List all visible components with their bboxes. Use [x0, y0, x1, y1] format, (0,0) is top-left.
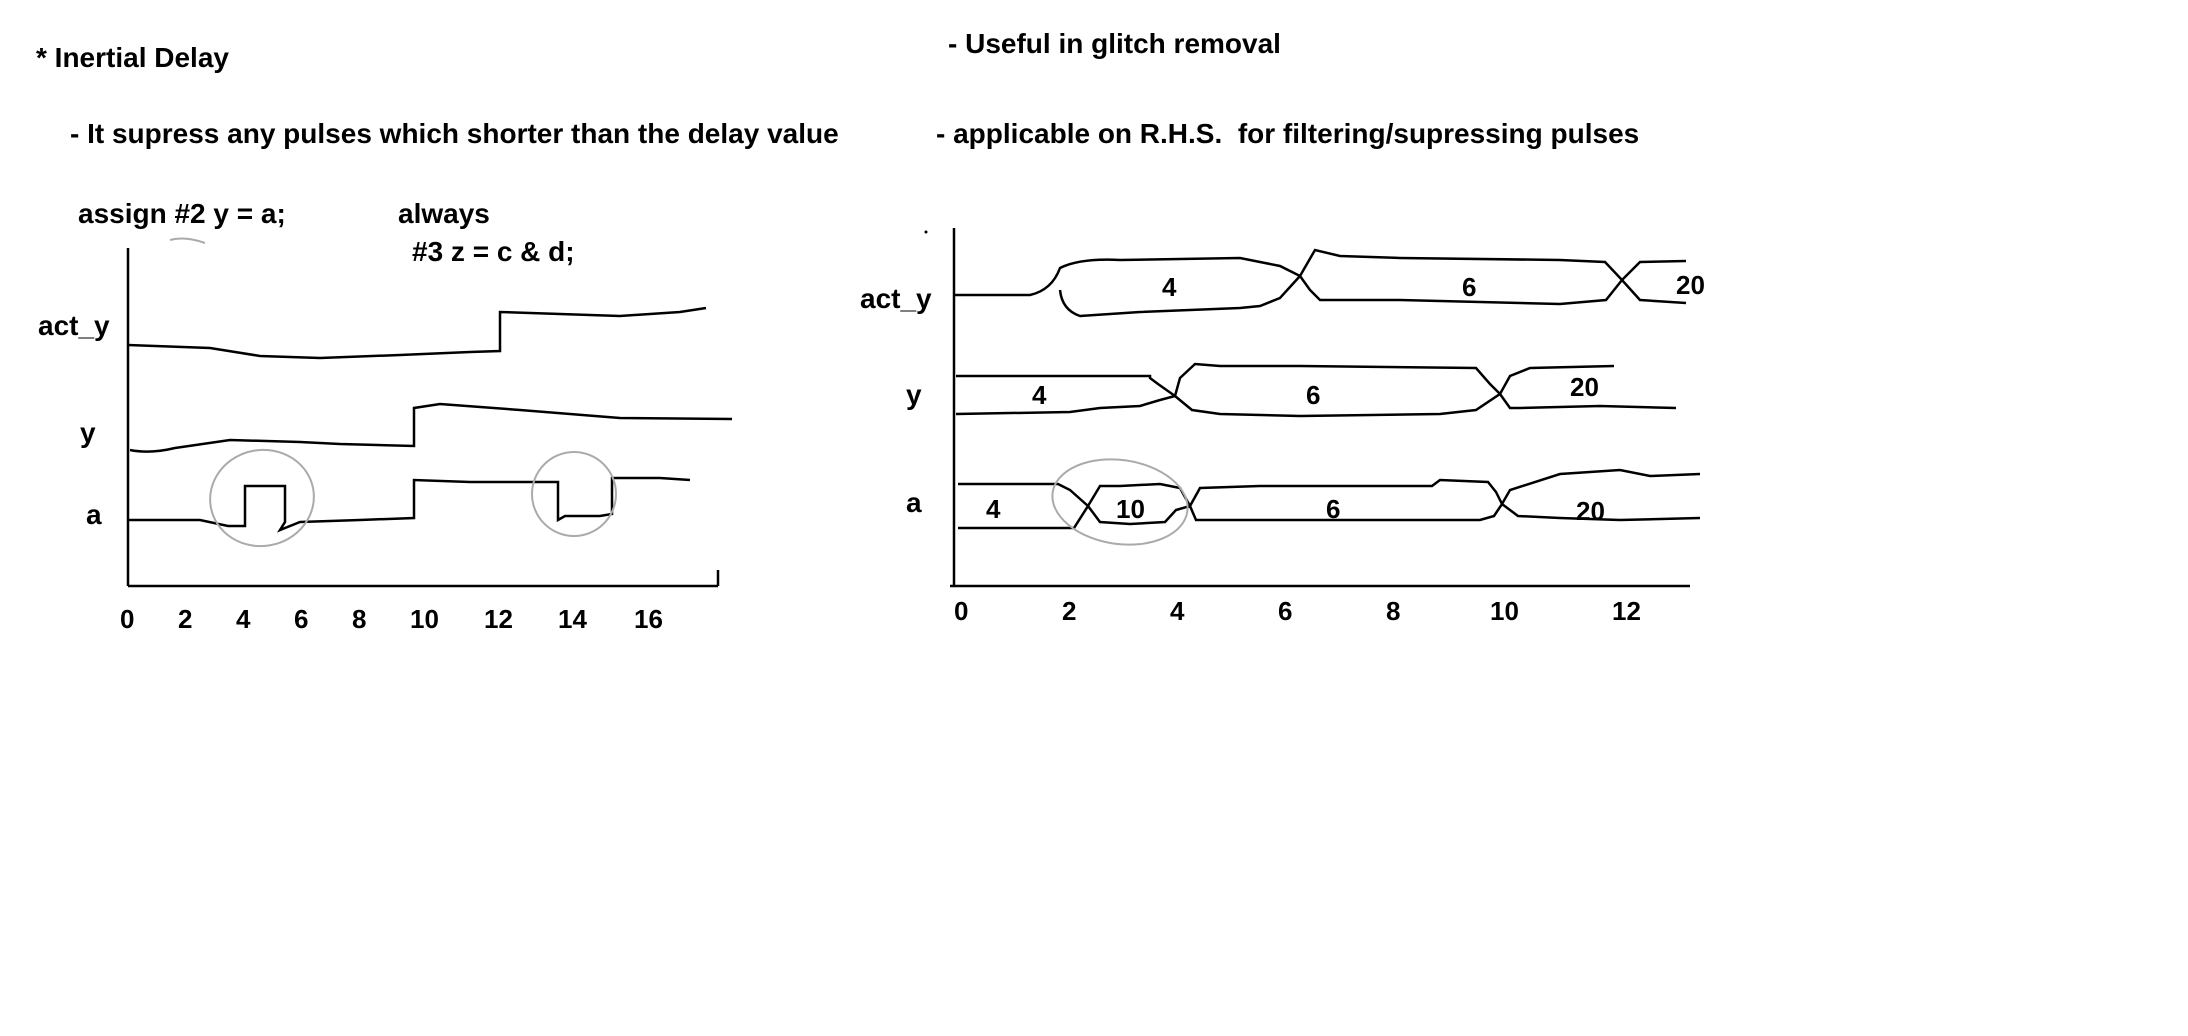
- right-a-bus-upper: [958, 468, 1701, 509]
- glitch-circle-3: [1051, 458, 1189, 546]
- left-tick-label: 8: [352, 604, 366, 634]
- left-tick-label: 2: [178, 604, 192, 634]
- code-always: always: [398, 198, 490, 229]
- right-y-value: 20: [1570, 372, 1599, 402]
- left-a-waveform: [128, 476, 691, 533]
- left-label-act_y: act_y: [38, 310, 110, 341]
- right-tick-label: 4: [1170, 596, 1185, 626]
- underline-mark: [169, 237, 206, 244]
- right-tick-label: 10: [1490, 596, 1519, 626]
- left-tick-label: 0: [120, 604, 134, 634]
- right-y-value: 4: [1032, 380, 1047, 410]
- right-tick-label: 8: [1386, 596, 1400, 626]
- right-a-value: 6: [1326, 494, 1340, 524]
- code-assign: assign #2 y = a;: [78, 198, 286, 229]
- left-timing-diagram: [126, 248, 733, 588]
- axis-dot: [924, 230, 928, 234]
- right-tick-label: 2: [1062, 596, 1076, 626]
- code-always-body: #3 z = c & d;: [412, 236, 575, 267]
- left-tick-label: 6: [294, 604, 308, 634]
- right-a-bus-lower: [958, 502, 1701, 530]
- right-act_y-bus-lower: [1058, 274, 1687, 318]
- right-y-bus-upper: [956, 362, 1615, 399]
- left-label-y: y: [80, 417, 96, 448]
- left-tick-label: 10: [410, 604, 439, 634]
- right-tick-label: 6: [1278, 596, 1292, 626]
- note-applicable-rhs: - applicable on R.H.S. for filtering/sup…: [936, 118, 1640, 149]
- left-tick-label: 14: [558, 604, 587, 634]
- right-act_y-bus-upper: [954, 248, 1687, 297]
- glitch-circle-2: [531, 451, 617, 537]
- right-label-act_y: act_y: [860, 283, 932, 314]
- right-y-value: 6: [1306, 380, 1320, 410]
- right-a-value: 20: [1576, 496, 1605, 526]
- right-label-y: y: [906, 379, 922, 410]
- left-tick-label: 16: [634, 604, 663, 634]
- glitch-circle-1: [209, 448, 315, 548]
- right-tick-label: 12: [1612, 596, 1641, 626]
- right-a-value: 4: [986, 494, 1001, 524]
- right-act_y-value: 20: [1676, 270, 1705, 300]
- right-timing-diagram: [950, 228, 1701, 588]
- right-y-bus-lower: [955, 392, 1677, 418]
- left-tick-label: 12: [484, 604, 513, 634]
- right-label-a: a: [906, 487, 922, 518]
- note-suppress-pulses: - It supress any pulses which shorter th…: [70, 118, 839, 149]
- left-act_y-waveform: [127, 306, 707, 360]
- right-act_y-value: 6: [1462, 272, 1476, 302]
- left-label-a: a: [86, 499, 102, 530]
- left-tick-label: 4: [236, 604, 251, 634]
- right-a-value: 10: [1116, 494, 1145, 524]
- right-tick-label: 0: [954, 596, 968, 626]
- note-glitch-removal: - Useful in glitch removal: [948, 28, 1281, 59]
- left-y-waveform: [129, 402, 733, 453]
- heading-inertial-delay: * Inertial Delay: [36, 42, 229, 73]
- right-act_y-value: 4: [1162, 272, 1177, 302]
